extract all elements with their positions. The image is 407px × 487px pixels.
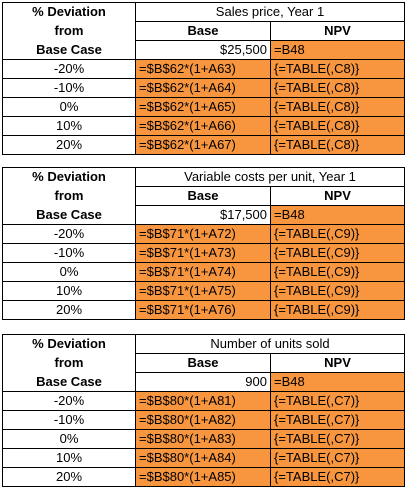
npv-column-header[interactable]: NPV [270,21,405,41]
npv-formula-cell[interactable]: {=TABLE(,C8)} [270,97,405,117]
deviation-header-line[interactable]: Base Case [2,40,136,60]
deviation-cell[interactable]: -10% [2,410,136,430]
table-row: -20% =$B$80*(1+A81) {=TABLE(,C7)} [2,391,406,411]
deviation-header-line[interactable]: Base Case [2,205,136,225]
formula-cell[interactable]: =$B$71*(1+A75) [135,281,271,301]
base-value-cell[interactable]: $17,500 [135,205,271,225]
base-column-header[interactable]: Base [135,21,271,41]
deviation-header-line[interactable]: % Deviation [2,167,136,187]
base-column-header[interactable]: Base [135,186,271,206]
table-row: -10% =$B$62*(1+A64) {=TABLE(,C8)} [2,78,405,98]
deviation-header-line[interactable]: from [2,186,136,206]
table-row: 10% =$B$80*(1+A84) {=TABLE(,C7)} [2,448,406,468]
base-npv-cell[interactable]: =B48 [269,205,406,225]
formula-cell[interactable]: =$B$62*(1+A63) [135,59,271,79]
base-npv-cell[interactable]: =B48 [269,372,406,392]
base-value-cell[interactable]: $25,500 [135,40,271,60]
table-row: 20% =$B$71*(1+A76) {=TABLE(,C9)} [2,300,406,320]
deviation-cell[interactable]: 10% [2,281,136,301]
table-title[interactable]: Sales price, Year 1 [135,2,405,22]
deviation-cell[interactable]: -10% [2,78,136,98]
npv-formula-cell[interactable]: {=TABLE(,C9)} [269,243,406,263]
formula-cell[interactable]: =$B$80*(1+A81) [135,391,271,411]
table-row: 20% =$B$80*(1+A85) {=TABLE(,C7)} [2,467,406,487]
npv-formula-cell[interactable]: {=TABLE(,C7)} [269,391,406,411]
npv-formula-cell[interactable]: {=TABLE(,C7)} [269,429,406,449]
table-row: -10% =$B$80*(1+A82) {=TABLE(,C7)} [2,410,406,430]
npv-formula-cell[interactable]: {=TABLE(,C8)} [270,116,405,136]
npv-column-header[interactable]: NPV [269,353,406,373]
npv-formula-cell[interactable]: {=TABLE(,C9)} [269,281,406,301]
deviation-cell[interactable]: 0% [2,262,136,282]
npv-formula-cell[interactable]: {=TABLE(,C8)} [270,78,405,98]
table-row: 10% =$B$71*(1+A75) {=TABLE(,C9)} [2,281,406,301]
deviation-cell[interactable]: 0% [2,429,136,449]
formula-cell[interactable]: =$B$80*(1+A83) [135,429,271,449]
sensitivity-table: % Deviation Sales price, Year 1 from Base NP… [2,2,405,155]
formula-cell[interactable]: =$B$62*(1+A64) [135,78,271,98]
table-row: -10% =$B$71*(1+A73) {=TABLE(,C9)} [2,243,406,263]
table-row: 10% =$B$62*(1+A66) {=TABLE(,C8)} [2,116,405,136]
deviation-cell[interactable]: -20% [2,224,136,244]
formula-cell[interactable]: =$B$71*(1+A76) [135,300,271,320]
formula-cell[interactable]: =$B$71*(1+A72) [135,224,271,244]
npv-formula-cell[interactable]: {=TABLE(,C9)} [269,300,406,320]
deviation-cell[interactable]: -20% [2,59,136,79]
deviation-cell[interactable]: -10% [2,243,136,263]
deviation-header-line[interactable]: % Deviation [2,334,136,354]
deviation-cell[interactable]: 20% [2,300,136,320]
npv-formula-cell[interactable]: {=TABLE(,C8)} [270,135,405,155]
base-value-cell[interactable]: 900 [135,372,271,392]
npv-column-header[interactable]: NPV [269,186,406,206]
formula-cell[interactable]: =$B$71*(1+A74) [135,262,271,282]
formula-cell[interactable]: =$B$80*(1+A84) [135,448,271,468]
npv-formula-cell[interactable]: {=TABLE(,C9)} [269,224,406,244]
deviation-cell[interactable]: 20% [2,135,136,155]
deviation-cell[interactable]: 0% [2,97,136,117]
base-npv-cell[interactable]: =B48 [270,40,405,60]
deviation-header-line[interactable]: Base Case [2,372,136,392]
npv-formula-cell[interactable]: {=TABLE(,C7)} [269,410,406,430]
table-row: -20% =$B$71*(1+A72) {=TABLE(,C9)} [2,224,406,244]
sensitivity-table: % Deviation Number of units sold from Base N… [2,334,406,487]
deviation-cell[interactable]: 20% [2,467,136,487]
table-row: 0% =$B$71*(1+A74) {=TABLE(,C9)} [2,262,406,282]
formula-cell[interactable]: =$B$71*(1+A73) [135,243,271,263]
deviation-cell[interactable]: 10% [2,448,136,468]
sensitivity-table: % Deviation Variable costs per unit, Year… [2,167,406,320]
deviation-header-line[interactable]: from [2,353,136,373]
formula-cell[interactable]: =$B$62*(1+A67) [135,135,271,155]
formula-cell[interactable]: =$B$62*(1+A65) [135,97,271,117]
npv-formula-cell[interactable]: {=TABLE(,C8)} [270,59,405,79]
table-row: 0% =$B$62*(1+A65) {=TABLE(,C8)} [2,97,405,117]
table-title[interactable]: Number of units sold [134,334,406,354]
npv-formula-cell[interactable]: {=TABLE(,C7)} [269,467,406,487]
table-title[interactable]: Variable costs per unit, Year 1 [134,167,406,187]
npv-formula-cell[interactable]: {=TABLE(,C7)} [269,448,406,468]
table-row: -20% =$B$62*(1+A63) {=TABLE(,C8)} [2,59,405,79]
deviation-cell[interactable]: -20% [2,391,136,411]
table-row: 20% =$B$62*(1+A67) {=TABLE(,C8)} [2,135,405,155]
formula-cell[interactable]: =$B$80*(1+A85) [135,467,271,487]
formula-cell[interactable]: =$B$62*(1+A66) [135,116,271,136]
base-column-header[interactable]: Base [135,353,271,373]
npv-formula-cell[interactable]: {=TABLE(,C9)} [269,262,406,282]
formula-cell[interactable]: =$B$80*(1+A82) [135,410,271,430]
deviation-cell[interactable]: 10% [2,116,136,136]
deviation-header-line[interactable]: from [2,21,136,41]
table-row: 0% =$B$80*(1+A83) {=TABLE(,C7)} [2,429,406,449]
deviation-header-line[interactable]: % Deviation [2,2,136,22]
